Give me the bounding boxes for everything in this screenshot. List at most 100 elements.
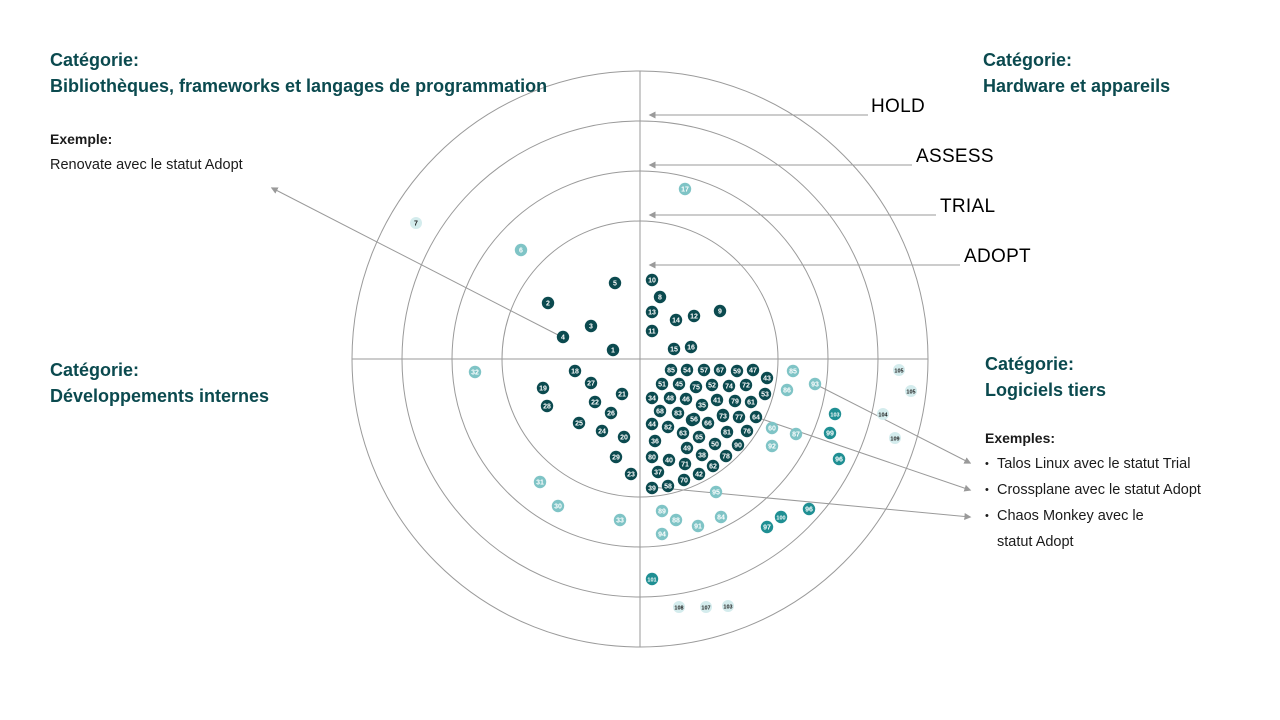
blip-105[interactable]: 105 <box>893 364 905 376</box>
blip-91[interactable]: 91 <box>691 519 705 533</box>
blip-67[interactable]: 67 <box>713 363 727 377</box>
blip-15[interactable]: 15 <box>667 342 681 356</box>
blip-40[interactable]: 40 <box>662 453 676 467</box>
blip-85[interactable]: 85 <box>664 363 678 377</box>
blip-12[interactable]: 12 <box>687 309 701 323</box>
blip-20[interactable]: 20 <box>617 430 631 444</box>
blip-51[interactable]: 51 <box>655 377 669 391</box>
blip-31[interactable]: 31 <box>533 475 547 489</box>
blip-50[interactable]: 50 <box>708 437 722 451</box>
blip-10[interactable]: 10 <box>645 273 659 287</box>
blip-48[interactable]: 48 <box>663 391 677 405</box>
blip-104[interactable]: 104 <box>877 408 889 420</box>
blip-108[interactable]: 108 <box>673 601 685 613</box>
blip-29[interactable]: 29 <box>609 450 623 464</box>
blip-72[interactable]: 72 <box>739 378 753 392</box>
blip-83[interactable]: 83 <box>671 406 685 420</box>
blip-100[interactable]: 100 <box>774 510 788 524</box>
blip-41[interactable]: 41 <box>710 393 724 407</box>
blip-105[interactable]: 105 <box>905 385 917 397</box>
blip-53[interactable]: 53 <box>758 387 772 401</box>
blip-78[interactable]: 78 <box>719 449 733 463</box>
blip-23[interactable]: 23 <box>624 467 638 481</box>
blip-71[interactable]: 71 <box>678 457 692 471</box>
blip-6[interactable]: 6 <box>514 243 528 257</box>
blip-8[interactable]: 8 <box>653 290 667 304</box>
blip-95[interactable]: 95 <box>709 485 723 499</box>
blip-82[interactable]: 82 <box>661 420 675 434</box>
blip-90[interactable]: 90 <box>731 438 745 452</box>
blip-46[interactable]: 46 <box>679 392 693 406</box>
blip-89[interactable]: 89 <box>655 504 669 518</box>
blip-39[interactable]: 39 <box>645 481 659 495</box>
blip-99[interactable]: 99 <box>823 426 837 440</box>
blip-97[interactable]: 97 <box>760 520 774 534</box>
blip-59[interactable]: 59 <box>730 364 744 378</box>
blip-84[interactable]: 84 <box>714 510 728 524</box>
blip-26[interactable]: 26 <box>604 406 618 420</box>
blip-32[interactable]: 32 <box>468 365 482 379</box>
blip-33[interactable]: 33 <box>613 513 627 527</box>
blip-14[interactable]: 14 <box>669 313 683 327</box>
blip-9[interactable]: 9 <box>713 304 727 318</box>
blip-27[interactable]: 27 <box>584 376 598 390</box>
blip-88[interactable]: 88 <box>669 513 683 527</box>
blip-103[interactable]: 103 <box>828 407 842 421</box>
blip-43[interactable]: 43 <box>760 371 774 385</box>
blip-28[interactable]: 28 <box>540 399 554 413</box>
blip-30[interactable]: 30 <box>551 499 565 513</box>
blip-13[interactable]: 13 <box>645 305 659 319</box>
blip-63[interactable]: 63 <box>676 426 690 440</box>
blip-42[interactable]: 42 <box>692 467 706 481</box>
blip-85[interactable]: 85 <box>786 364 800 378</box>
blip-25[interactable]: 25 <box>572 416 586 430</box>
blip-92[interactable]: 92 <box>765 439 779 453</box>
blip-44[interactable]: 44 <box>645 417 659 431</box>
blip-54[interactable]: 54 <box>680 363 694 377</box>
blip-11[interactable]: 11 <box>645 324 659 338</box>
blip-24[interactable]: 24 <box>595 424 609 438</box>
blip-5[interactable]: 5 <box>608 276 622 290</box>
blip-61[interactable]: 61 <box>744 395 758 409</box>
blip-38[interactable]: 38 <box>695 448 709 462</box>
blip-107[interactable]: 107 <box>700 601 712 613</box>
blip-74[interactable]: 74 <box>722 379 736 393</box>
blip-47[interactable]: 47 <box>746 363 760 377</box>
blip-17[interactable]: 17 <box>678 182 692 196</box>
blip-56[interactable]: 56 <box>687 412 701 426</box>
blip-35[interactable]: 35 <box>695 398 709 412</box>
blip-49[interactable]: 49 <box>680 441 694 455</box>
blip-1[interactable]: 1 <box>606 343 620 357</box>
blip-70[interactable]: 70 <box>677 473 691 487</box>
blip-73[interactable]: 73 <box>716 409 730 423</box>
blip-94[interactable]: 94 <box>655 527 669 541</box>
blip-76[interactable]: 76 <box>740 424 754 438</box>
blip-93[interactable]: 93 <box>808 377 822 391</box>
blip-2[interactable]: 2 <box>541 296 555 310</box>
blip-80[interactable]: 80 <box>645 450 659 464</box>
blip-66[interactable]: 66 <box>701 416 715 430</box>
blip-57[interactable]: 57 <box>697 363 711 377</box>
blip-7[interactable]: 7 <box>410 217 422 229</box>
blip-34[interactable]: 34 <box>645 391 659 405</box>
blip-87[interactable]: 87 <box>789 427 803 441</box>
blip-19[interactable]: 19 <box>536 381 550 395</box>
blip-58[interactable]: 58 <box>661 479 675 493</box>
blip-109[interactable]: 109 <box>889 432 901 444</box>
blip-96[interactable]: 96 <box>802 502 816 516</box>
blip-68[interactable]: 68 <box>653 404 667 418</box>
blip-96[interactable]: 96 <box>832 452 846 466</box>
blip-16[interactable]: 16 <box>684 340 698 354</box>
blip-37[interactable]: 37 <box>651 465 665 479</box>
blip-45[interactable]: 45 <box>672 377 686 391</box>
blip-103[interactable]: 103 <box>722 600 734 612</box>
blip-77[interactable]: 77 <box>732 410 746 424</box>
blip-65[interactable]: 65 <box>692 430 706 444</box>
blip-62[interactable]: 62 <box>706 459 720 473</box>
blip-101[interactable]: 101 <box>645 572 659 586</box>
blip-81[interactable]: 81 <box>720 425 734 439</box>
blip-36[interactable]: 36 <box>648 434 662 448</box>
blip-86[interactable]: 86 <box>780 383 794 397</box>
blip-4[interactable]: 4 <box>556 330 570 344</box>
blip-52[interactable]: 52 <box>705 378 719 392</box>
